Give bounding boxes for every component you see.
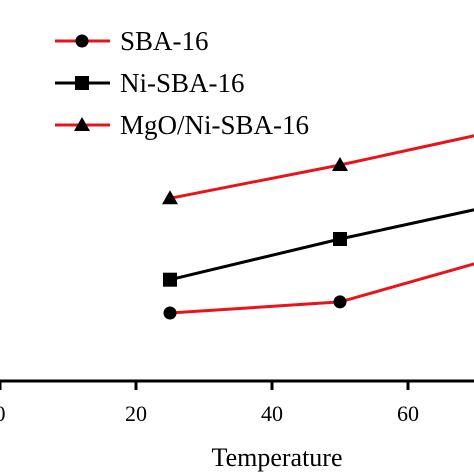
data-point-2-1 [332, 157, 348, 171]
x-axis: 0 20 40 60 [0, 379, 474, 426]
legend-marker-0 [75, 34, 89, 48]
legend: SBA-16 Ni-SBA-16 MgO/Ni-SBA-16 [55, 26, 309, 140]
x-tick-label-1: 20 [125, 401, 147, 426]
legend-label-1: Ni-SBA-16 [120, 68, 245, 98]
x-tick-label-3: 60 [397, 401, 419, 426]
legend-label-0: SBA-16 [120, 26, 209, 56]
data-point-1-1 [333, 232, 347, 246]
x-tick-label-0: 0 [0, 401, 6, 426]
legend-marker-1 [75, 76, 89, 90]
legend-marker-2 [74, 117, 90, 131]
data-point-0-1 [333, 295, 347, 309]
plot-area [162, 134, 474, 320]
data-point-1-0 [163, 272, 177, 287]
x-tick-label-2: 40 [261, 401, 283, 426]
series-line-1 [169, 208, 474, 282]
data-point-0-0 [163, 306, 177, 320]
legend-label-2: MgO/Ni-SBA-16 [120, 110, 309, 140]
series-line-0 [169, 262, 474, 315]
x-axis-label: Temperature [212, 443, 343, 472]
data-point-2-0 [162, 190, 178, 205]
